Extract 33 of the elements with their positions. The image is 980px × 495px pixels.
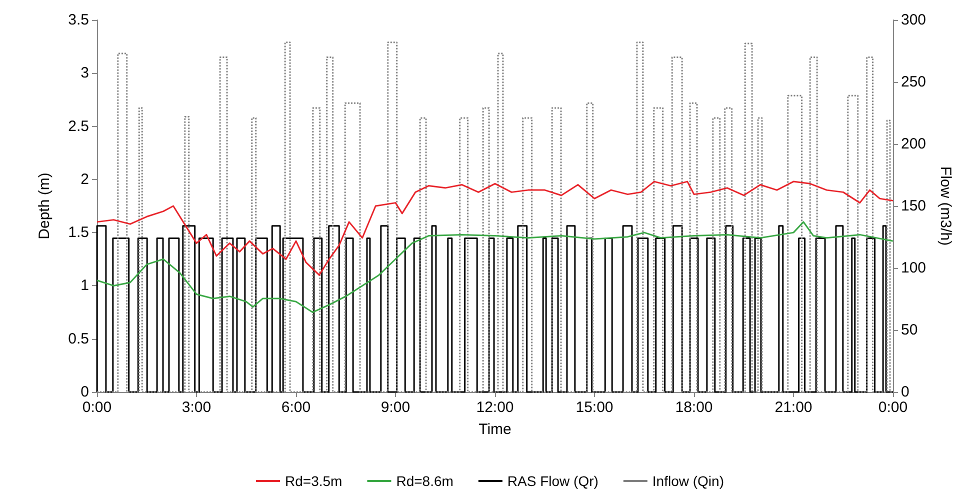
x-tick-label: 6:00 [281,399,311,416]
y-tick-label: 1 [80,277,89,294]
y-tick-label: 1.5 [68,224,89,242]
x-tick-label: 9:00 [380,399,410,416]
legend-label: RAS Flow (Qr) [507,473,598,489]
y-tick-label: 0.5 [68,330,89,348]
x-tick-label: 18:00 [675,399,713,416]
x-tick-label: 3:00 [182,399,212,416]
y-tick-label: 0 [80,384,89,400]
legend-label: Inflow (Qin) [652,473,724,489]
legend-label: Rd=3.5m [285,473,342,489]
y-axis-title: Depth (m) [36,172,53,240]
legend-label: Rd=8.6m [396,473,454,489]
line-series [96,180,894,276]
x-tick-label: 21:00 [774,399,812,416]
y-tick-label: 2 [80,170,89,188]
y2-tick-label: 0 [901,384,910,400]
x-tick-label: 0:00 [878,399,908,416]
line-series [96,221,894,314]
y2-tick-label: 200 [901,136,926,152]
y-tick-label: 2.5 [68,118,89,135]
x-axis-title: Time [478,421,512,438]
y2-tick-label: 150 [901,198,926,214]
y2-tick-label: 300 [901,12,926,28]
y2-axis-title: Flow (m3/h) [937,166,954,246]
x-tick-label: 15:00 [576,399,614,416]
y2-tick-label: 50 [901,322,918,338]
x-tick-label: 0:00 [82,399,112,416]
y2-tick-label: 100 [901,260,926,276]
y-tick-label: 3.5 [68,12,89,28]
y-tick-label: 3 [80,64,89,82]
y2-tick-label: 250 [901,74,926,90]
x-tick-label: 12:00 [476,399,514,416]
